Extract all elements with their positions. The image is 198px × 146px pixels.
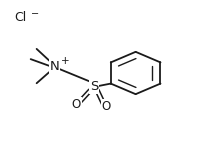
Text: +: + (61, 56, 70, 66)
Text: N: N (50, 60, 59, 73)
Text: O: O (72, 98, 81, 111)
Text: Cl: Cl (14, 11, 26, 24)
Text: −: − (31, 9, 39, 19)
Text: O: O (101, 100, 110, 113)
Text: S: S (90, 80, 98, 93)
